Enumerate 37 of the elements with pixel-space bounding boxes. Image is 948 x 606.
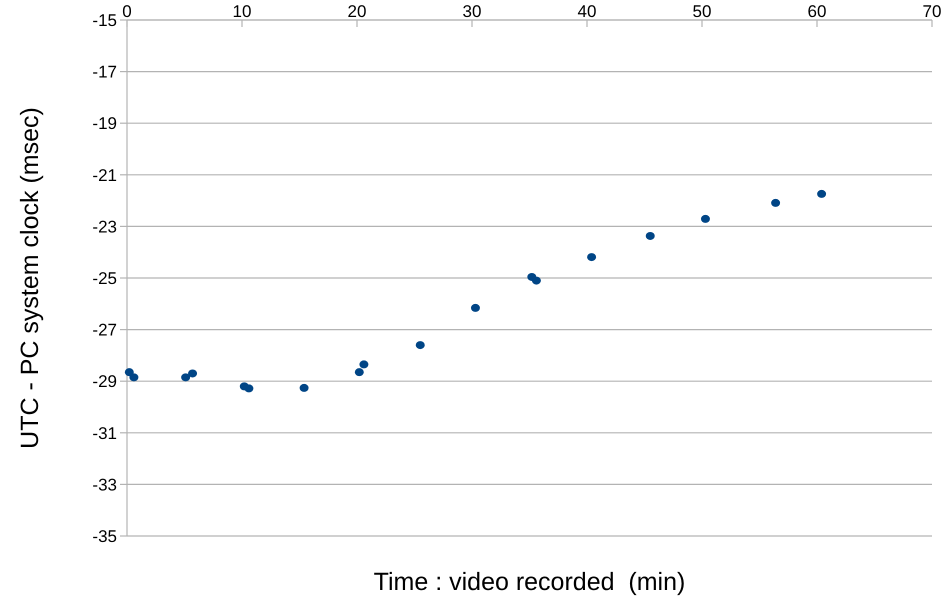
y-tick-label: -31 [92, 424, 117, 443]
x-tick-label: 40 [578, 2, 596, 21]
x-tick-label: 20 [348, 2, 366, 21]
y-axis-title: UTC - PC system clock (msec) [16, 107, 44, 449]
x-tick-label: 70 [922, 2, 942, 21]
y-tick-label: -33 [92, 475, 117, 494]
y-tick-label: -21 [92, 166, 117, 185]
point [181, 373, 190, 382]
y-tick-label: -19 [92, 114, 117, 134]
point [129, 373, 138, 382]
point [587, 253, 596, 262]
y-tick-label: -15 [92, 10, 117, 30]
y-tick-label: -35 [92, 526, 117, 546]
y-tick-label: -27 [92, 320, 117, 340]
point [188, 369, 198, 378]
x-tick-label: 0 [122, 2, 132, 21]
x-tick-label: 10 [232, 2, 252, 21]
x-tick-label: 60 [808, 2, 826, 21]
point [416, 341, 425, 350]
point [532, 276, 541, 285]
y-tick-label: -17 [92, 62, 117, 82]
x-tick-label: 50 [692, 2, 712, 21]
point [771, 198, 780, 207]
x-axis-title: Time : video recorded (min) [374, 568, 686, 596]
point [300, 384, 309, 392]
x-tick-label: 30 [462, 2, 482, 21]
point [244, 384, 254, 392]
y-tick-label: -23 [92, 217, 117, 236]
point [817, 190, 826, 198]
point [359, 360, 368, 368]
point [354, 368, 364, 376]
point [124, 368, 134, 376]
point [646, 232, 655, 240]
y-tick-label: -29 [92, 372, 117, 392]
point [470, 304, 480, 312]
y-tick-label: -25 [92, 268, 117, 288]
point [700, 214, 710, 223]
